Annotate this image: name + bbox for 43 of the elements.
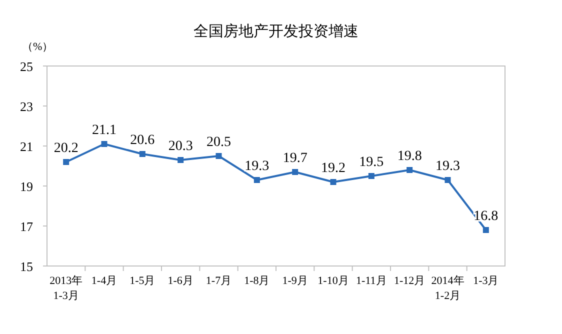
point (482, 227, 489, 233)
chart-title: 全国房地产开发投资增速 (194, 22, 358, 40)
point (139, 151, 146, 157)
x-tick-label: 1-12月 (394, 275, 426, 287)
point (406, 167, 413, 173)
data-label: 21.1 (92, 123, 116, 138)
x-tick-label: 1-4月 (91, 275, 118, 287)
x-tick-label: 2014年 1-2月 (431, 275, 464, 302)
data-label: 19.8 (397, 149, 422, 164)
y-axis-title: （%） (22, 41, 54, 53)
point (368, 173, 374, 179)
data-label: 20.3 (168, 139, 193, 154)
x-tick-label: 1-3月 (473, 275, 499, 287)
point (330, 179, 336, 185)
y-tick-label: 25 (20, 59, 33, 74)
point (216, 153, 222, 159)
data-label: 20.2 (54, 141, 78, 156)
x-tick-label: 1-7月 (206, 275, 232, 287)
data-label: 19.2 (321, 161, 346, 176)
x-tick-label: 1-11月 (356, 275, 387, 287)
data-label: 19.5 (359, 155, 384, 170)
y-tick-label: 23 (20, 99, 33, 114)
data-label: 19.3 (436, 159, 460, 174)
x-tick-label: 1-9月 (282, 275, 308, 287)
y-tick-label: 21 (20, 139, 33, 154)
data-label: 20.6 (130, 133, 155, 148)
x-tick-label: 1-10月 (318, 275, 349, 287)
data-label: 19.7 (282, 151, 308, 166)
y-tick-label: 15 (20, 259, 33, 274)
point (254, 177, 260, 183)
data-label: 20.5 (206, 135, 231, 150)
data-label: 19.3 (244, 159, 270, 174)
point (101, 141, 108, 147)
x-tick-label: 1-5月 (130, 275, 156, 287)
point (444, 177, 451, 183)
point (178, 157, 184, 163)
x-tick-label: 2013年 1-3月 (50, 275, 83, 302)
point (63, 159, 70, 165)
x-tick-label: 1-8月 (244, 275, 270, 287)
x-tick-label: 1-6月 (168, 275, 194, 287)
y-tick-label: 19 (20, 179, 33, 194)
y-tick-label: 17 (20, 219, 34, 234)
point (292, 169, 298, 175)
